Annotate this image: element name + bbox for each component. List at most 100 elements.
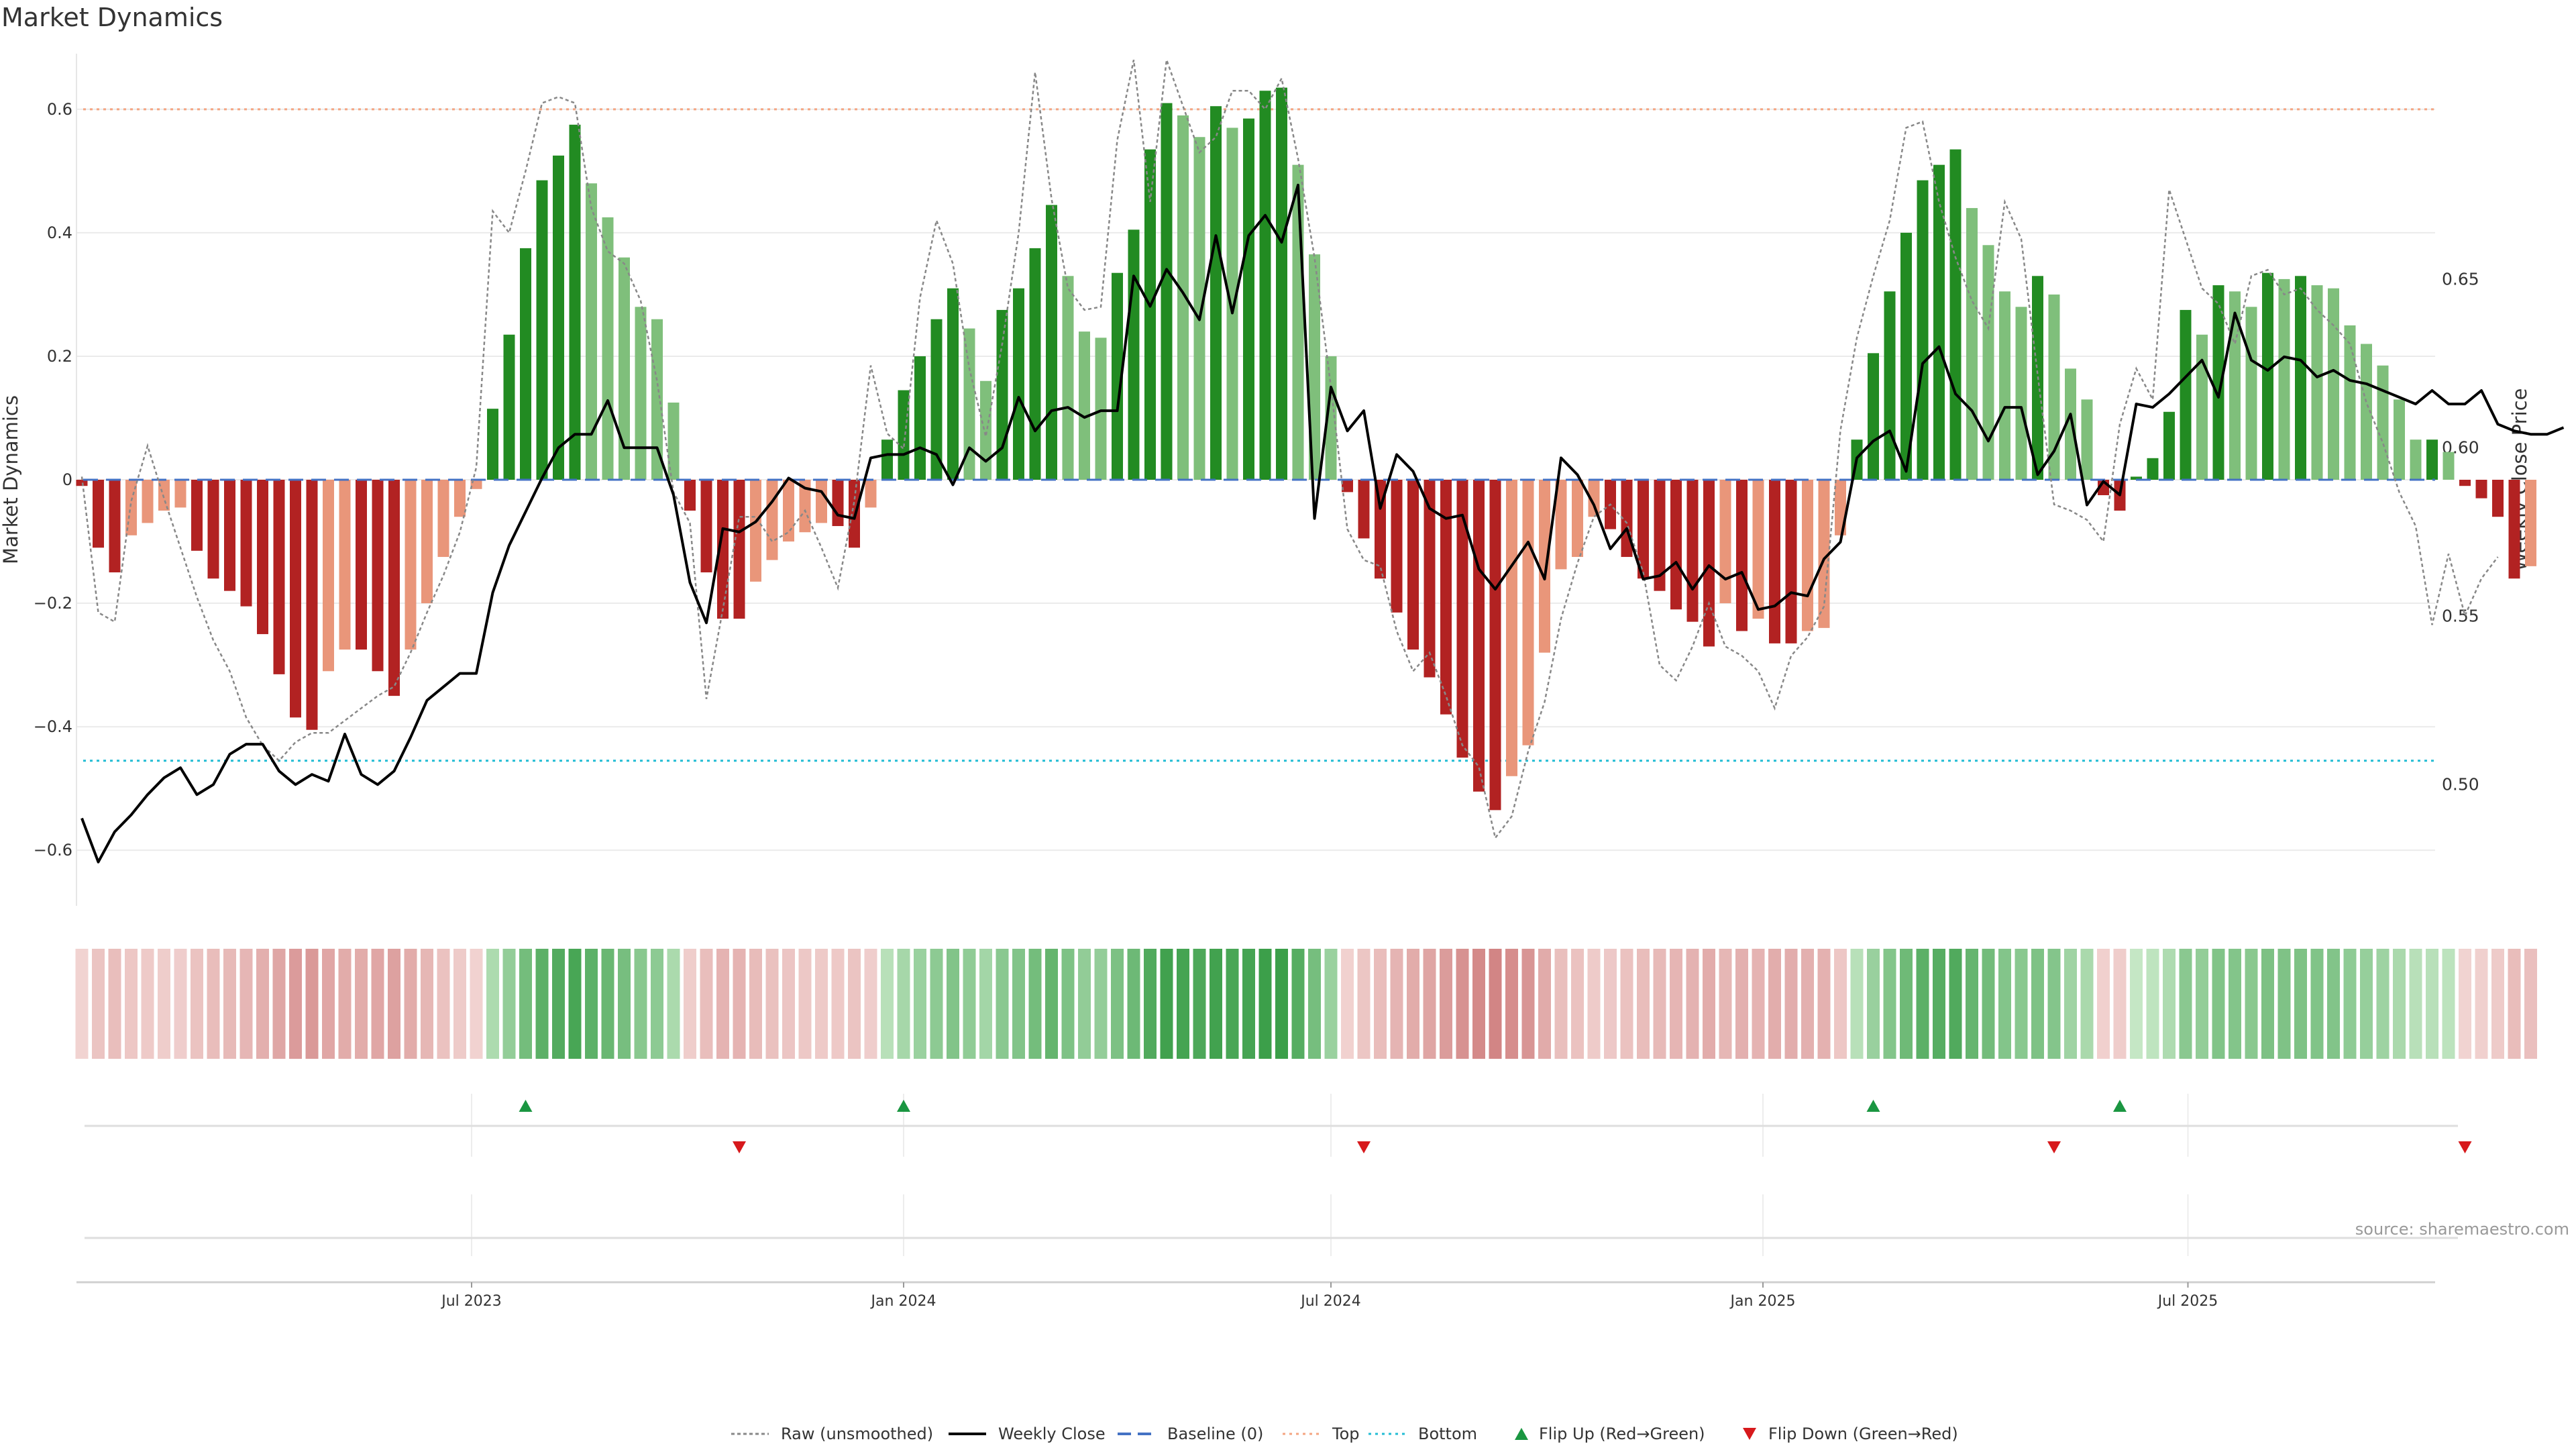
y-left-tick-label: 0.2 — [47, 347, 72, 366]
heat-cell — [223, 949, 236, 1059]
dynamics-bar — [1506, 480, 1517, 776]
dynamics-bar — [1884, 291, 1896, 480]
dynamics-bar — [1177, 115, 1189, 480]
heat-cell — [1324, 949, 1338, 1059]
dynamics-bar — [306, 480, 318, 730]
dynamics-bar — [1375, 480, 1386, 579]
dynamics-bar — [1259, 91, 1271, 480]
heat-cell — [1423, 949, 1436, 1059]
heat-cell — [1554, 949, 1568, 1059]
dynamics-bar — [191, 480, 203, 551]
y-left-tick-label: 0.4 — [47, 223, 72, 242]
heat-cell — [519, 949, 532, 1059]
dynamics-bar — [553, 155, 564, 480]
dynamics-bar — [2475, 480, 2487, 499]
dynamics-bar — [2163, 411, 2175, 480]
heat-cell — [1637, 949, 1650, 1059]
heat-cell — [1752, 949, 1765, 1059]
flip-up-marker — [519, 1100, 533, 1112]
heat-cell — [914, 949, 926, 1059]
dynamics-bar — [1999, 291, 2010, 480]
heat-cell — [1308, 949, 1321, 1059]
dynamics-bar — [2212, 285, 2224, 480]
heat-cell — [2196, 949, 2208, 1059]
heat-cell — [1390, 949, 1403, 1059]
heat-cell — [700, 949, 713, 1059]
heat-cell — [733, 949, 746, 1059]
heat-cell — [1686, 949, 1699, 1059]
dynamics-bar — [766, 480, 778, 560]
dynamics-bar — [602, 217, 614, 480]
dynamics-bar — [586, 183, 597, 480]
dynamics-bar — [1325, 356, 1337, 480]
heat-cell — [1456, 949, 1469, 1059]
dynamics-bar — [2492, 480, 2504, 517]
dynamics-bar — [1456, 480, 1468, 758]
dynamics-bar — [717, 480, 729, 619]
dynamics-bar — [503, 334, 515, 480]
heat-cell — [92, 949, 105, 1059]
dynamics-bar — [914, 356, 926, 480]
heat-cell — [1374, 949, 1387, 1059]
dynamics-bar — [1654, 480, 1666, 591]
heat-cell — [535, 949, 549, 1059]
dynamics-bar — [1062, 276, 1074, 480]
dynamics-bar — [470, 480, 482, 489]
dynamics-bar — [207, 480, 219, 579]
source-credit: source: sharemaestro.com — [2355, 1220, 2569, 1239]
heat-cell — [2426, 949, 2438, 1059]
dynamics-bar — [1785, 480, 1797, 643]
dynamics-bar — [1489, 480, 1501, 811]
heat-cell — [1045, 949, 1058, 1059]
dynamics-bar — [750, 480, 761, 582]
dynamics-bar — [2508, 480, 2520, 579]
heat-cell — [552, 949, 565, 1059]
weekly-close-line — [80, 183, 2565, 864]
heat-cell — [2080, 949, 2094, 1059]
dynamics-bar — [1686, 480, 1699, 622]
dynamics-bar — [1210, 106, 1222, 480]
heat-cell — [2146, 949, 2159, 1059]
y-left-tick-label: 0.6 — [47, 100, 72, 119]
heat-cell — [996, 949, 1009, 1059]
dynamics-bar — [174, 480, 186, 508]
dynamics-bar — [1933, 164, 1945, 480]
dynamics-bar — [1161, 103, 1173, 480]
dynamics-bar — [372, 480, 384, 672]
heat-cell — [421, 949, 433, 1059]
heat-cell — [716, 949, 729, 1059]
dynamics-bar — [1013, 288, 1024, 480]
x-tick-label: Jan 2024 — [870, 1293, 936, 1310]
dynamics-bar — [2131, 476, 2142, 480]
dynamics-bar — [1342, 480, 1353, 492]
heat-cell — [2459, 949, 2471, 1059]
heat-cell — [1735, 949, 1748, 1059]
y-left-tick-label: −0.2 — [34, 594, 72, 613]
heat-cell — [2343, 949, 2357, 1059]
heat-cell — [618, 949, 631, 1059]
heat-cell — [2409, 949, 2422, 1059]
dynamics-bar — [1917, 180, 1929, 480]
heat-cell — [388, 949, 400, 1059]
heat-cell — [1440, 949, 1452, 1059]
dynamics-bar — [816, 480, 827, 523]
dynamics-bar — [1638, 480, 1649, 579]
dynamics-bar — [1226, 127, 1238, 480]
y-left-tick-label: 0 — [62, 470, 72, 489]
heat-cell — [2179, 949, 2192, 1059]
heat-cell — [371, 949, 384, 1059]
heat-cell — [765, 949, 779, 1059]
dynamics-bar — [1949, 149, 1962, 480]
heat-cell — [2310, 949, 2324, 1059]
flip-down-marker — [1357, 1141, 1371, 1153]
y-right-tick-label: 0.50 — [2442, 774, 2479, 794]
dynamics-bar — [1966, 208, 1978, 480]
dynamics-bar — [1046, 205, 1057, 480]
heat-cell — [1489, 949, 1502, 1059]
flip-up-marker — [2113, 1100, 2127, 1112]
heat-cell — [1061, 949, 1075, 1059]
dynamics-bar — [2295, 276, 2306, 480]
heat-cell — [651, 949, 663, 1059]
x-tick-label: Jan 2025 — [1729, 1293, 1796, 1310]
